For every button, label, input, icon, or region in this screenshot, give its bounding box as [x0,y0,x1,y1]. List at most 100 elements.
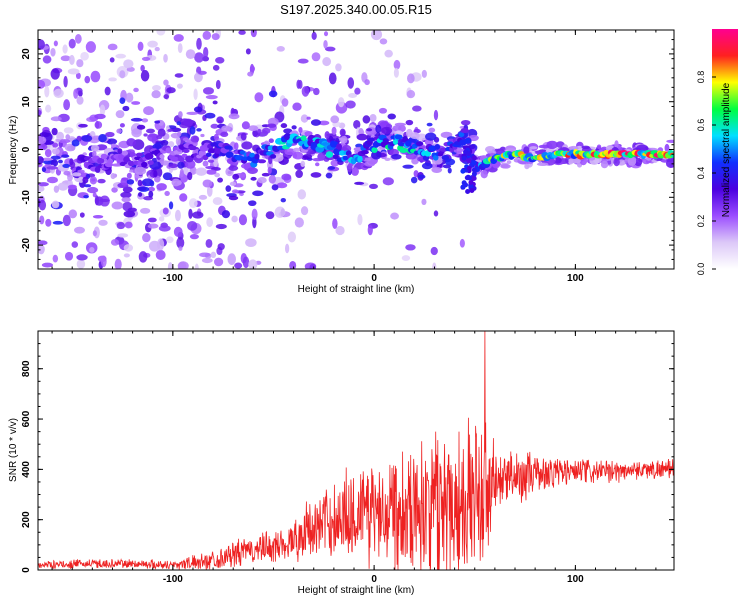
spectrogram-noise [194,263,199,269]
spectrogram-noise [309,263,317,269]
spectrogram-cloud [137,186,147,191]
spectrogram-ridge [415,141,424,147]
spectrogram-noise [328,72,337,85]
spectrogram-cloud [394,122,407,127]
snr-xlabel: Height of straight line (km) [298,585,415,596]
spectrogram-cloud [421,162,433,170]
spectrogram-ridge [249,152,256,158]
spectrogram-cloud [110,143,117,148]
spectrogram-noise [158,225,171,232]
spectrogram-noise [332,218,338,229]
spectrogram-cloud [523,146,530,154]
spectrogram-noise [265,211,275,220]
spectrogram-ridge [133,160,140,165]
spectrogram-noise [301,86,310,97]
spectrogram-noise [50,47,56,57]
spectrogram-noise [68,38,76,49]
spectrogram-cloud [304,131,313,137]
spectrogram-noise [187,220,198,231]
spectrogram-cloud [217,177,224,183]
spectrogram-cloud [189,126,196,135]
spectrogram-cloud [91,178,96,182]
spectrogram-ytick-label: 10 [21,96,32,108]
spectrogram-ridge [270,154,277,159]
spectrogram-cloud [77,176,84,183]
spectrogram-cloud [664,143,670,153]
spectrogram-noise [412,105,422,112]
spectrogram-cloud [90,144,100,152]
spectrogram-cloud [78,123,88,128]
spectrogram-cloud [553,157,562,164]
spectrogram-noise [73,226,85,234]
spectrogram-ridge [165,147,172,154]
spectrogram-cloud [378,107,388,114]
spectrogram-cloud [117,148,123,155]
spectrogram-cloud [196,128,202,132]
spectrogram-cloud [241,141,253,150]
spectrogram-noise [167,262,173,269]
spectrogram-cloud [384,157,391,162]
spectrogram-cloud [119,97,126,104]
spectrogram-cloud [61,154,70,158]
spectrogram-cloud [391,154,402,160]
spectrogram-ytick-label: 0 [21,146,32,152]
spectrogram-noise [276,46,285,52]
spectrogram-noise [311,52,321,62]
spectrogram-cloud [268,174,276,184]
spectrogram-noise [215,56,225,64]
spectrogram-noise [432,262,437,269]
spectrogram-ridge [458,132,465,138]
spectrogram-noise [110,238,120,246]
spectrogram-cloud [50,159,59,167]
spectrogram-cloud [387,113,396,120]
spectrogram-ridge [257,159,267,164]
spectrogram-noise [46,176,59,184]
spectrogram-cloud [252,129,258,137]
spectrogram-noise [298,79,303,90]
spectrogram-cloud [177,161,185,169]
spectrogram-noise [292,102,302,111]
spectrogram-cloud [569,158,581,164]
spectrogram-cloud [38,182,49,187]
spectrogram-ridge [121,150,129,156]
spectrogram-cloud [221,210,231,219]
spectrogram-ridge [460,128,469,134]
spectrogram-noise [274,206,286,218]
spectrogram-cloud [126,179,135,185]
spectrogram-ridge [159,154,165,159]
spectrogram-noise [215,223,227,230]
spectrogram-cloud [51,148,60,155]
spectrogram-tail [471,155,477,161]
spectrogram-cloud [281,173,292,181]
spectrogram-cloud [164,190,170,196]
spectrogram-noise [254,92,264,103]
spectrogram-cloud [149,180,155,187]
spectrogram-noise [203,47,209,59]
spectrogram-cloud [380,126,393,135]
spectrogram-cloud [529,146,538,150]
spectrogram-cloud [310,119,321,126]
spectrogram-cloud [426,122,433,127]
spectrogram-noise [71,241,79,248]
spectrogram-cloud [153,170,158,178]
spectrogram-tail [460,168,466,174]
spectrogram-cloud [315,162,320,167]
spectrogram-cloud [179,168,184,178]
spectrogram-noise [379,38,388,45]
spectrogram-noise [38,79,46,90]
spectrogram-cloud [168,163,178,169]
spectrogram-cloud [57,159,63,164]
spectrogram-ridge [394,134,403,140]
spectrogram-cloud [600,160,609,169]
spectrogram-noise [42,55,52,64]
spectrogram-noise [367,224,373,236]
spectrogram-cloud [221,125,231,132]
spectrogram-cloud [154,120,161,124]
spectrogram-cloud [666,139,674,143]
spectrogram-cloud [213,133,219,141]
spectrogram-ridge [382,138,389,143]
spectrogram-noise [206,217,213,228]
spectrogram-cloud [129,169,134,173]
spectrogram-noise [393,67,399,78]
spectrogram-noise [337,97,345,108]
